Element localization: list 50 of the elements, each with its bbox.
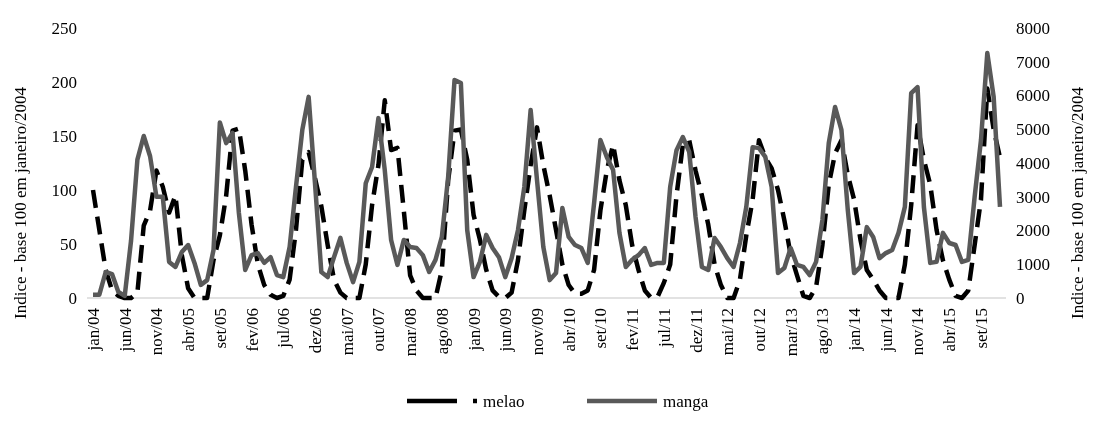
y2-tick-label: 0	[1016, 288, 1025, 308]
x-tick-label: set/15	[971, 308, 991, 349]
x-tick-label: nov/09	[527, 308, 547, 356]
x-tick-label: ago/13	[813, 308, 833, 355]
x-tick-label: out/12	[749, 308, 769, 352]
x-tick-label: nov/04	[147, 307, 167, 356]
x-tick-label: fev/11	[623, 308, 643, 351]
x-tick-label: fev/06	[242, 308, 262, 352]
y-tick-label: 150	[51, 126, 77, 146]
x-tick-label: mai/12	[718, 308, 738, 356]
x-tick-label: mai/07	[337, 307, 357, 356]
y2-tick-label: 7000	[1016, 52, 1050, 72]
x-tick-label: jul/06	[274, 308, 294, 349]
y2-tick-label: 2000	[1016, 221, 1050, 241]
x-tick-label: dez/06	[305, 308, 325, 354]
line-series	[90, 50, 1003, 299]
x-tick-label: jun/04	[115, 307, 135, 353]
y2-tick-label: 6000	[1016, 86, 1050, 106]
x-tick-label: jan/09	[464, 308, 484, 352]
x-tick-label: abr/15	[940, 308, 960, 352]
y2-tick-label: 5000	[1016, 120, 1050, 140]
legend-label: melao	[483, 391, 525, 411]
x-tick-label: abr/05	[179, 308, 199, 352]
line-series	[90, 86, 1003, 301]
x-tick-label: jun/09	[496, 308, 516, 353]
x-tick-label: jan/04	[83, 307, 103, 352]
legend-label: manga	[663, 391, 709, 411]
x-tick-label: abr/10	[559, 308, 579, 352]
x-tick-label: jan/14	[845, 307, 865, 352]
y-tick-label: 200	[51, 72, 77, 92]
x-tick-label: mar/08	[401, 308, 421, 357]
x-tick-label: jul/11	[654, 308, 674, 349]
y-tick-label: 50	[60, 234, 77, 254]
y2-tick-label: 8000	[1016, 18, 1050, 38]
x-tick-label: nov/14	[908, 307, 928, 356]
y2-axis-title: Indice - base 100 em janeiro/2004	[1068, 86, 1087, 319]
y-tick-label: 250	[51, 18, 77, 38]
x-tick-label: dez/11	[686, 308, 706, 353]
y-tick-label: 0	[68, 288, 77, 308]
x-tick-label: set/10	[591, 308, 611, 349]
x-tick-label: ago/08	[432, 308, 452, 355]
x-tick-label: mar/13	[781, 308, 801, 357]
y2-tick-label: 4000	[1016, 153, 1050, 173]
x-tick-label: set/05	[210, 308, 230, 349]
y-axis-title: Indice - base 100 em janeiro/2004	[11, 86, 30, 319]
y2-tick-label: 3000	[1016, 187, 1050, 207]
x-tick-label: jun/14	[876, 307, 896, 353]
y2-tick-label: 1000	[1016, 255, 1050, 275]
y-tick-label: 100	[51, 180, 77, 200]
x-tick-label: out/07	[369, 307, 389, 352]
